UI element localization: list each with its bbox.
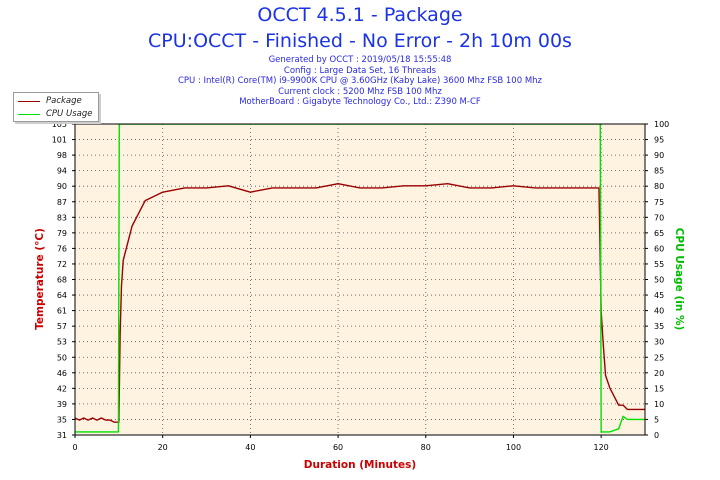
y-right-tick-label: 70 (654, 213, 664, 222)
chart-subtitle: CPU:OCCT - Finished - No Error - 2h 10m … (148, 30, 572, 52)
x-tick-label: 20 (158, 443, 168, 452)
y-right-tick-label: 0 (654, 431, 659, 440)
y-right-tick-label: 85 (654, 167, 664, 176)
series-line-cpu-usage (75, 124, 645, 433)
x-tick-label: 80 (421, 443, 431, 452)
y-left-tick-label: 61 (57, 307, 67, 316)
y-left-tick-label: 101 (52, 136, 67, 145)
chart-title: OCCT 4.5.1 - Package (257, 4, 463, 26)
y-right-tick-label: 65 (654, 229, 664, 238)
y-left-tick-label: 98 (57, 151, 67, 160)
y-left-tick-label: 53 (57, 338, 67, 347)
legend-label-cpu-usage: CPU Usage (46, 109, 93, 119)
legend-label-package: Package (46, 96, 82, 106)
y-left-tick-label: 94 (57, 167, 67, 176)
series-layer (75, 124, 645, 433)
y-right-tick-label: 80 (654, 182, 664, 191)
x-axis-label: Duration (Minutes) (304, 459, 416, 471)
y-left-tick-label: 90 (57, 182, 67, 191)
x-tick-label: 100 (506, 443, 521, 452)
y-right-tick-label: 35 (654, 322, 664, 331)
y-left-tick-label: 105 (52, 120, 67, 129)
axes: 0 20 40 60 80 100 1203135394246505357616468727… (52, 120, 670, 452)
legend-item-cpu-usage: CPU Usage (18, 108, 92, 120)
legend-item-package: Package (18, 95, 82, 107)
y-left-tick-label: 39 (57, 400, 67, 409)
x-tick-label: 60 (333, 443, 343, 452)
y-right-tick-label: 20 (654, 369, 664, 378)
y-left-tick-label: 83 (57, 213, 67, 222)
info-generated: Generated by OCCT : 2019/05/18 15:55:48 (268, 55, 452, 65)
y-right-tick-label: 55 (654, 260, 664, 269)
y-left-tick-label: 87 (57, 198, 67, 207)
legend: Package CPU Usage (13, 92, 99, 122)
legend-swatch-package (18, 100, 40, 102)
x-tick-label: 40 (245, 443, 255, 452)
y-right-tick-label: 45 (654, 291, 664, 300)
y-left-tick-label: 50 (57, 353, 67, 362)
y-left-tick-label: 46 (57, 369, 67, 378)
y-left-tick-label: 68 (57, 276, 67, 285)
y-left-tick-label: 31 (57, 431, 67, 440)
y-right-tick-label: 100 (654, 120, 669, 129)
y-right-tick-label: 25 (654, 353, 664, 362)
y-right-tick-label: 90 (654, 151, 664, 160)
y-left-tick-label: 64 (57, 291, 67, 300)
grid-lines (75, 124, 645, 435)
y-right-tick-label: 95 (654, 136, 664, 145)
y-axis-label-left: Temperature (°C) (34, 228, 46, 330)
y-right-tick-label: 10 (654, 400, 664, 409)
y-right-tick-label: 50 (654, 276, 664, 285)
y-left-tick-label: 35 (57, 415, 67, 424)
info-cpu: CPU : Intel(R) Core(TM) i9-9900K CPU @ 3… (177, 76, 543, 86)
y-right-tick-label: 40 (654, 307, 664, 316)
y-right-tick-label: 30 (654, 338, 664, 347)
y-right-tick-label: 5 (654, 415, 659, 424)
legend-swatch-cpu-usage (18, 113, 40, 115)
x-tick-label: 0 (72, 443, 77, 452)
y-right-tick-label: 60 (654, 244, 664, 253)
info-clock: Current clock : 5200 Mhz FSB 100 Mhz (278, 86, 442, 97)
series-line-package (75, 182, 645, 423)
info-config: Config : Large Data Set, 16 Threads (283, 65, 437, 76)
y-right-tick-label: 75 (654, 198, 664, 207)
info-motherboard: MotherBoard : Gigabyte Technology Co., L… (239, 97, 481, 107)
y-left-tick-label: 72 (57, 260, 67, 269)
y-right-tick-label: 15 (654, 384, 664, 393)
y-left-tick-label: 42 (57, 384, 67, 393)
y-left-tick-label: 57 (57, 322, 67, 331)
x-tick-label: 120 (594, 443, 609, 452)
y-left-tick-label: 79 (57, 229, 67, 238)
y-axis-label-right: CPU Usage (in %) (673, 228, 685, 331)
y-left-tick-label: 76 (57, 244, 67, 253)
